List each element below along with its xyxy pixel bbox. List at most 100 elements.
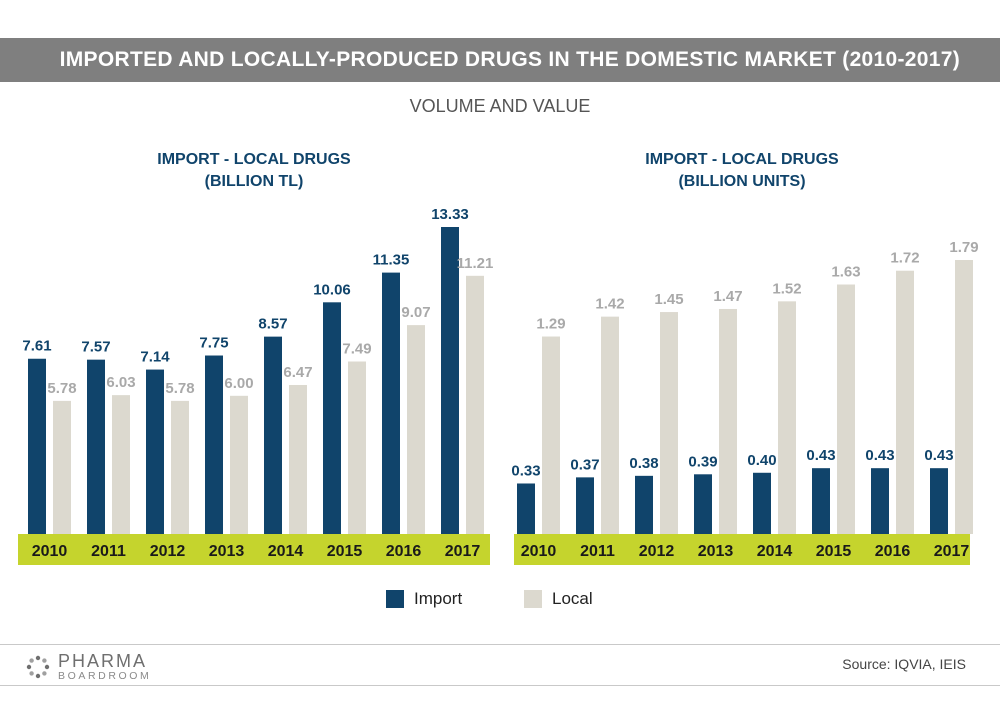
chart-subtitle-line: (BILLION TL) xyxy=(204,173,304,190)
bar-import-2017 xyxy=(441,227,459,534)
bar-local-2014 xyxy=(289,384,307,534)
legend-swatch-import xyxy=(386,590,404,608)
footer-divider-bottom xyxy=(0,685,1000,686)
data-label-local-2017: 11.21 xyxy=(457,255,494,272)
page-subtitle: VOLUME AND VALUE xyxy=(409,96,591,116)
bar-local-2017 xyxy=(466,275,484,534)
x-axis-band xyxy=(514,534,970,565)
legend-swatch-local xyxy=(524,590,542,608)
data-label-import-2011: 0.37 xyxy=(570,456,599,473)
logo-text-boardroom: BOARDROOM xyxy=(58,670,152,682)
bar-local-2012 xyxy=(171,400,189,534)
x-tick-label-2010: 2010 xyxy=(32,543,68,560)
x-tick-label-2014: 2014 xyxy=(757,543,793,560)
data-label-import-2011: 7.57 xyxy=(81,339,110,356)
data-label-local-2015: 7.49 xyxy=(342,340,371,357)
bar-local-2016 xyxy=(896,270,914,534)
data-label-import-2017: 0.43 xyxy=(924,447,953,464)
data-label-import-2010: 0.33 xyxy=(511,462,540,479)
data-label-local-2012: 5.78 xyxy=(165,380,194,397)
bar-local-2013 xyxy=(719,308,737,534)
bar-local-2014 xyxy=(778,301,796,534)
x-tick-label-2013: 2013 xyxy=(698,543,734,560)
bar-local-2012 xyxy=(660,312,678,534)
bar-import-2012 xyxy=(635,475,653,534)
bar-import-2011 xyxy=(87,359,105,534)
x-tick-label-2014: 2014 xyxy=(268,543,304,560)
data-label-import-2013: 7.75 xyxy=(199,335,228,352)
x-tick-label-2017: 2017 xyxy=(934,543,970,560)
title-banner: IMPORTED AND LOCALLY-PRODUCED DRUGS IN T… xyxy=(0,38,1000,82)
data-label-local-2017: 1.79 xyxy=(949,239,978,256)
x-tick-label-2011: 2011 xyxy=(91,543,126,560)
data-label-import-2012: 0.38 xyxy=(629,455,658,472)
legend-label-import: Import xyxy=(414,589,463,608)
bar-import-2010 xyxy=(28,358,46,534)
logo-mark-icon xyxy=(26,655,50,679)
data-label-import-2015: 10.06 xyxy=(313,281,351,298)
data-label-local-2016: 9.07 xyxy=(401,304,430,321)
data-label-local-2011: 1.42 xyxy=(595,296,624,313)
bar-import-2013 xyxy=(205,355,223,534)
data-label-import-2015: 0.43 xyxy=(806,447,835,464)
bar-import-2017 xyxy=(930,468,948,534)
bar-import-2015 xyxy=(812,468,830,534)
legend-item-local: Local xyxy=(524,589,593,609)
bar-import-2014 xyxy=(264,336,282,534)
source-note: Source: IQVIA, IEIS xyxy=(842,656,966,672)
chart-svg: 0.33 1.29 2010 0.37 1.42 2011 0.38 1.45 2012 0.39… xyxy=(511,239,979,565)
bar-local-2010 xyxy=(53,400,71,534)
bar-local-2011 xyxy=(601,316,619,534)
chart-svg: 7.61 5.78 2010 7.57 6.03 2011 7.14 5.78 2012 7.75… xyxy=(18,206,493,565)
data-label-import-2014: 0.40 xyxy=(747,452,776,469)
bar-import-2011 xyxy=(576,477,594,534)
bar-local-2015 xyxy=(348,361,366,534)
bar-import-2013 xyxy=(694,474,712,534)
chart-value-billion-tl: IMPORT - LOCAL DRUGS (BILLION TL) 7.61 5.… xyxy=(18,146,493,576)
bar-local-2011 xyxy=(112,395,130,534)
x-tick-label-2013: 2013 xyxy=(209,543,245,560)
bar-import-2012 xyxy=(146,369,164,534)
data-label-local-2015: 1.63 xyxy=(831,263,860,280)
footer-divider-top xyxy=(0,644,1000,645)
data-label-local-2013: 6.00 xyxy=(224,375,253,392)
data-label-import-2014: 8.57 xyxy=(258,316,287,333)
chart-subtitle-line: (BILLION UNITS) xyxy=(678,173,806,190)
chart-title-line: IMPORT - LOCAL DRUGS xyxy=(157,151,351,168)
legend-item-import: Import xyxy=(386,589,462,609)
x-tick-label-2015: 2015 xyxy=(327,543,363,560)
x-tick-label-2017: 2017 xyxy=(445,543,481,560)
data-label-import-2016: 0.43 xyxy=(865,447,894,464)
data-label-local-2011: 6.03 xyxy=(106,374,135,391)
chart-title: IMPORT - LOCAL DRUGS (BILLION UNITS) xyxy=(514,149,970,193)
x-tick-label-2016: 2016 xyxy=(875,543,911,560)
x-tick-label-2011: 2011 xyxy=(580,543,615,560)
x-tick-label-2010: 2010 xyxy=(521,543,557,560)
bar-import-2015 xyxy=(323,302,341,534)
data-label-import-2013: 0.39 xyxy=(688,453,717,470)
chart-volume-billion-units: IMPORT - LOCAL DRUGS (BILLION UNITS) 0.3… xyxy=(511,146,979,576)
bar-import-2014 xyxy=(753,472,771,534)
bar-import-2016 xyxy=(382,272,400,534)
legend-label-local: Local xyxy=(552,589,593,608)
pharmaboardroom-logo: PHARMA BOARDROOM xyxy=(26,652,151,682)
bar-local-2010 xyxy=(542,336,560,534)
data-label-import-2012: 7.14 xyxy=(140,349,170,366)
x-tick-label-2015: 2015 xyxy=(816,543,852,560)
bar-local-2015 xyxy=(837,284,855,534)
data-label-local-2014: 1.52 xyxy=(772,280,801,297)
bar-import-2010 xyxy=(517,483,535,534)
data-label-local-2014: 6.47 xyxy=(283,364,312,381)
data-label-local-2010: 5.78 xyxy=(47,380,76,397)
legend: Import Local xyxy=(0,589,1000,613)
chart-title: IMPORT - LOCAL DRUGS (BILLION TL) xyxy=(18,149,490,193)
bar-local-2016 xyxy=(407,325,425,534)
data-label-import-2010: 7.61 xyxy=(22,338,51,355)
page-title: IMPORTED AND LOCALLY-PRODUCED DRUGS IN T… xyxy=(59,48,960,71)
data-label-import-2017: 13.33 xyxy=(431,206,469,223)
bar-local-2013 xyxy=(230,395,248,534)
data-label-local-2012: 1.45 xyxy=(654,291,683,308)
chart-title-line: IMPORT - LOCAL DRUGS xyxy=(645,151,839,168)
logo-text-pharma: PHARMA xyxy=(58,651,148,671)
data-label-import-2016: 11.35 xyxy=(373,252,410,269)
